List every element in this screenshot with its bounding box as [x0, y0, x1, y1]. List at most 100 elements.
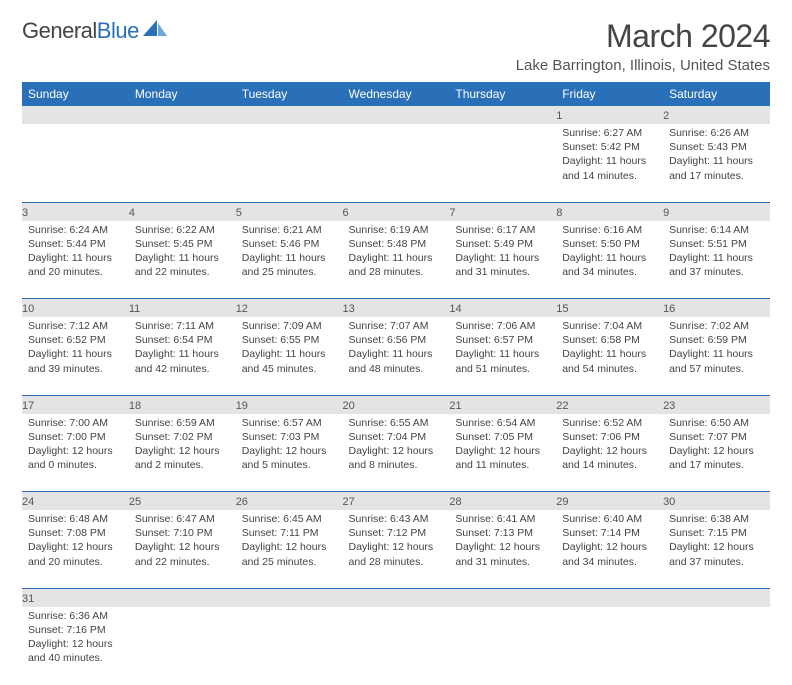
week-row: Sunrise: 7:12 AMSunset: 6:52 PMDaylight:…: [22, 317, 770, 395]
day-cell-body: Sunrise: 7:09 AMSunset: 6:55 PMDaylight:…: [236, 317, 343, 380]
daynum-row: 10111213141516: [22, 299, 770, 318]
day-number: 17: [22, 400, 34, 412]
sunset-text: Sunset: 7:06 PM: [562, 430, 657, 444]
title-block: March 2024 Lake Barrington, Illinois, Un…: [516, 18, 770, 74]
day-header: Thursday: [449, 82, 556, 106]
day-cell: Sunrise: 6:52 AMSunset: 7:06 PMDaylight:…: [556, 414, 663, 492]
daynum-cell: 25: [129, 492, 236, 511]
sunrise-text: Sunrise: 7:07 AM: [349, 319, 444, 333]
day-number: 6: [343, 207, 349, 219]
daynum-cell: 28: [449, 492, 556, 511]
day-cell-body: Sunrise: 6:36 AMSunset: 7:16 PMDaylight:…: [22, 607, 129, 670]
daynum-cell: 7: [449, 202, 556, 221]
daynum-cell: 16: [663, 299, 770, 318]
week-row: Sunrise: 6:36 AMSunset: 7:16 PMDaylight:…: [22, 607, 770, 685]
daylight-text: Daylight: 12 hours and 25 minutes.: [242, 540, 337, 568]
day-cell: Sunrise: 6:38 AMSunset: 7:15 PMDaylight:…: [663, 510, 770, 588]
day-cell: [236, 124, 343, 202]
day-cell: Sunrise: 6:43 AMSunset: 7:12 PMDaylight:…: [343, 510, 450, 588]
day-cell: Sunrise: 6:40 AMSunset: 7:14 PMDaylight:…: [556, 510, 663, 588]
day-number: 24: [22, 496, 34, 508]
day-cell: Sunrise: 6:26 AMSunset: 5:43 PMDaylight:…: [663, 124, 770, 202]
sunset-text: Sunset: 7:11 PM: [242, 526, 337, 540]
day-cell: Sunrise: 7:02 AMSunset: 6:59 PMDaylight:…: [663, 317, 770, 395]
daynum-cell: 10: [22, 299, 129, 318]
day-cell-body: Sunrise: 7:07 AMSunset: 6:56 PMDaylight:…: [343, 317, 450, 380]
day-cell: [343, 607, 450, 685]
sunrise-text: Sunrise: 7:12 AM: [28, 319, 123, 333]
day-header: Wednesday: [343, 82, 450, 106]
day-cell: [663, 607, 770, 685]
daynum-cell: 21: [449, 395, 556, 414]
day-cell-body: Sunrise: 6:43 AMSunset: 7:12 PMDaylight:…: [343, 510, 450, 573]
day-cell: Sunrise: 6:14 AMSunset: 5:51 PMDaylight:…: [663, 221, 770, 299]
day-number: 13: [343, 303, 355, 315]
daylight-text: Daylight: 11 hours and 20 minutes.: [28, 251, 123, 279]
sunset-text: Sunset: 6:54 PM: [135, 333, 230, 347]
daylight-text: Daylight: 11 hours and 48 minutes.: [349, 347, 444, 375]
sunrise-text: Sunrise: 6:21 AM: [242, 223, 337, 237]
daynum-cell: 17: [22, 395, 129, 414]
day-header: Tuesday: [236, 82, 343, 106]
daynum-cell: 15: [556, 299, 663, 318]
day-number: 8: [556, 207, 562, 219]
day-cell: Sunrise: 6:24 AMSunset: 5:44 PMDaylight:…: [22, 221, 129, 299]
daynum-cell: 5: [236, 202, 343, 221]
day-cell: [129, 124, 236, 202]
sunrise-text: Sunrise: 6:22 AM: [135, 223, 230, 237]
day-header: Friday: [556, 82, 663, 106]
sunset-text: Sunset: 5:43 PM: [669, 140, 764, 154]
daynum-cell: 24: [22, 492, 129, 511]
week-row: Sunrise: 7:00 AMSunset: 7:00 PMDaylight:…: [22, 414, 770, 492]
day-header-row: SundayMondayTuesdayWednesdayThursdayFrid…: [22, 82, 770, 106]
daynum-cell: [236, 588, 343, 607]
day-cell: [556, 607, 663, 685]
daynum-cell: 22: [556, 395, 663, 414]
day-header: Monday: [129, 82, 236, 106]
daylight-text: Daylight: 11 hours and 25 minutes.: [242, 251, 337, 279]
daylight-text: Daylight: 12 hours and 2 minutes.: [135, 444, 230, 472]
daynum-cell: 12: [236, 299, 343, 318]
day-cell: [236, 607, 343, 685]
sunrise-text: Sunrise: 6:40 AM: [562, 512, 657, 526]
daylight-text: Daylight: 11 hours and 22 minutes.: [135, 251, 230, 279]
day-cell-body: Sunrise: 6:48 AMSunset: 7:08 PMDaylight:…: [22, 510, 129, 573]
day-header: Saturday: [663, 82, 770, 106]
month-title: March 2024: [516, 18, 770, 55]
day-cell: [449, 124, 556, 202]
sunrise-text: Sunrise: 7:00 AM: [28, 416, 123, 430]
sunrise-text: Sunrise: 6:59 AM: [135, 416, 230, 430]
day-cell-body: Sunrise: 6:24 AMSunset: 5:44 PMDaylight:…: [22, 221, 129, 284]
day-number: 7: [449, 207, 455, 219]
daynum-cell: [236, 106, 343, 124]
daynum-cell: 6: [343, 202, 450, 221]
day-cell-body: Sunrise: 6:21 AMSunset: 5:46 PMDaylight:…: [236, 221, 343, 284]
day-number: 25: [129, 496, 141, 508]
day-cell: Sunrise: 7:04 AMSunset: 6:58 PMDaylight:…: [556, 317, 663, 395]
sunset-text: Sunset: 7:07 PM: [669, 430, 764, 444]
sunset-text: Sunset: 5:44 PM: [28, 237, 123, 251]
sunrise-text: Sunrise: 6:43 AM: [349, 512, 444, 526]
sunset-text: Sunset: 7:13 PM: [455, 526, 550, 540]
sunset-text: Sunset: 7:14 PM: [562, 526, 657, 540]
logo-word2: Blue: [97, 18, 139, 43]
day-cell: Sunrise: 6:17 AMSunset: 5:49 PMDaylight:…: [449, 221, 556, 299]
day-cell: [449, 607, 556, 685]
location-text: Lake Barrington, Illinois, United States: [516, 57, 770, 74]
daynum-cell: [22, 106, 129, 124]
day-cell-body: Sunrise: 7:02 AMSunset: 6:59 PMDaylight:…: [663, 317, 770, 380]
sunrise-text: Sunrise: 6:26 AM: [669, 126, 764, 140]
logo: GeneralBlue: [22, 18, 169, 44]
daylight-text: Daylight: 12 hours and 20 minutes.: [28, 540, 123, 568]
sunrise-text: Sunrise: 6:57 AM: [242, 416, 337, 430]
daynum-cell: 3: [22, 202, 129, 221]
day-cell-body: Sunrise: 6:40 AMSunset: 7:14 PMDaylight:…: [556, 510, 663, 573]
sunrise-text: Sunrise: 6:36 AM: [28, 609, 123, 623]
day-number: 22: [556, 400, 568, 412]
sunrise-text: Sunrise: 6:50 AM: [669, 416, 764, 430]
sunset-text: Sunset: 7:16 PM: [28, 623, 123, 637]
daylight-text: Daylight: 11 hours and 45 minutes.: [242, 347, 337, 375]
daynum-cell: 14: [449, 299, 556, 318]
daylight-text: Daylight: 11 hours and 54 minutes.: [562, 347, 657, 375]
day-number: 31: [22, 593, 34, 605]
